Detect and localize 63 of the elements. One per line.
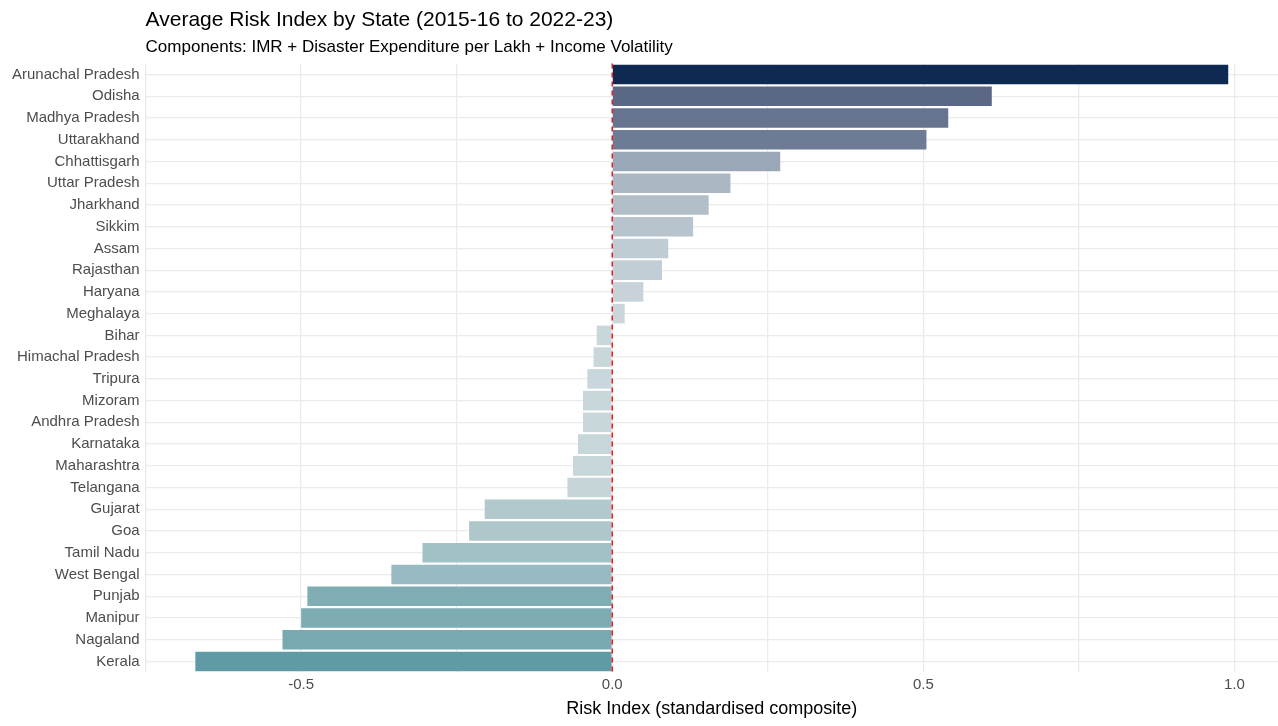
y-tick-label: Meghalaya <box>66 303 141 321</box>
bar <box>596 325 612 346</box>
y-tick-label: Goa <box>111 521 141 539</box>
x-tick-label: 1.0 <box>1224 674 1245 692</box>
y-tick-label: Punjab <box>92 586 140 604</box>
chart-title: Average Risk Index by State (2015-16 to 2022-23) <box>145 7 614 31</box>
y-tick-label: Manipur <box>85 608 140 626</box>
chart-subtitle: Components: IMR + Disaster Expenditure per Lakh + Income Volatility <box>145 37 674 57</box>
y-tick-label: Rajasthan <box>72 260 140 278</box>
x-tick-label: -0.5 <box>288 674 315 692</box>
bar <box>587 369 612 389</box>
bar <box>469 521 612 541</box>
bar <box>301 608 612 628</box>
bar <box>422 543 612 563</box>
y-tick-label: Arunachal Pradesh <box>11 64 140 82</box>
y-tick-label: Nagaland <box>75 629 140 647</box>
y-tick-label: Sikkim <box>95 216 140 234</box>
y-tick-label: Uttar Pradesh <box>47 173 140 191</box>
bar <box>612 129 927 150</box>
bar <box>582 390 612 411</box>
bar <box>612 173 731 193</box>
bar <box>612 64 1229 85</box>
y-tick-label: Himachal Pradesh <box>17 347 140 365</box>
y-tick-label: Odisha <box>92 86 141 104</box>
bar <box>307 586 612 607</box>
x-tick-label: 0.0 <box>601 674 623 692</box>
bar <box>612 216 694 237</box>
y-tick-label: Chhattisgarh <box>54 151 140 169</box>
y-tick-label: Kerala <box>96 651 141 669</box>
bar <box>578 434 612 454</box>
y-tick-label: Uttarakhand <box>57 129 140 147</box>
y-tick-label: Karnataka <box>71 434 141 452</box>
bar <box>612 108 949 128</box>
bar <box>195 651 612 672</box>
x-tick-label: 0.5 <box>912 674 934 692</box>
bar <box>567 477 612 498</box>
bar <box>612 151 781 172</box>
x-axis-title: Risk Index (standardised composite) <box>566 698 858 719</box>
bar <box>593 347 612 367</box>
y-tick-label: Telangana <box>70 477 141 495</box>
y-tick-label: Jharkhand <box>69 195 140 213</box>
bar <box>612 238 669 259</box>
bar <box>391 564 612 585</box>
bar <box>612 260 663 280</box>
bar <box>484 499 612 520</box>
bar <box>612 303 625 324</box>
y-tick-label: Haryana <box>82 282 141 300</box>
y-tick-label: Gujarat <box>90 499 141 517</box>
bar <box>612 282 644 302</box>
bar <box>573 456 612 476</box>
y-tick-label: Madhya Pradesh <box>26 108 140 126</box>
bar <box>582 412 612 433</box>
y-tick-label: Andhra Pradesh <box>31 412 140 430</box>
y-tick-label: Tripura <box>92 369 141 387</box>
y-tick-label: Tamil Nadu <box>64 542 140 560</box>
y-tick-label: Mizoram <box>82 390 140 408</box>
bar <box>282 630 612 650</box>
y-tick-label: West Bengal <box>54 564 140 582</box>
bar <box>612 86 992 106</box>
y-tick-label: Bihar <box>104 325 140 343</box>
y-tick-label: Maharashtra <box>55 455 141 473</box>
bar <box>612 195 709 215</box>
y-tick-label: Assam <box>93 238 140 256</box>
